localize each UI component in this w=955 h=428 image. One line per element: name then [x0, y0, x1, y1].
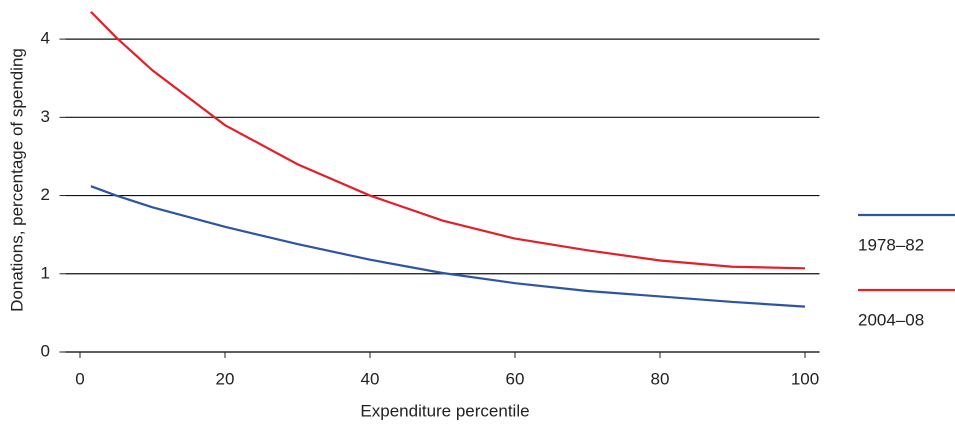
y-tick-label: 1 — [41, 263, 50, 282]
legend-label: 2004–08 — [858, 310, 924, 329]
legend-label: 1978–82 — [858, 235, 924, 254]
x-tick-label: 20 — [216, 369, 235, 388]
x-tick-label: 0 — [75, 369, 84, 388]
x-tick-label: 80 — [651, 369, 670, 388]
y-tick-label: 4 — [41, 29, 50, 48]
data-line — [90, 10, 806, 270]
y-axis-label: Donations, percentage of spending — [7, 48, 26, 312]
x-tick-label: 100 — [791, 369, 819, 388]
y-tick-label: 0 — [41, 341, 50, 360]
data-line — [90, 185, 806, 308]
y-tick-label: 2 — [41, 185, 50, 204]
y-tick-label: 3 — [41, 107, 50, 126]
x-tick-label: 40 — [361, 369, 380, 388]
x-tick-label: 60 — [506, 369, 525, 388]
x-axis-label: Expenditure percentile — [360, 401, 529, 420]
